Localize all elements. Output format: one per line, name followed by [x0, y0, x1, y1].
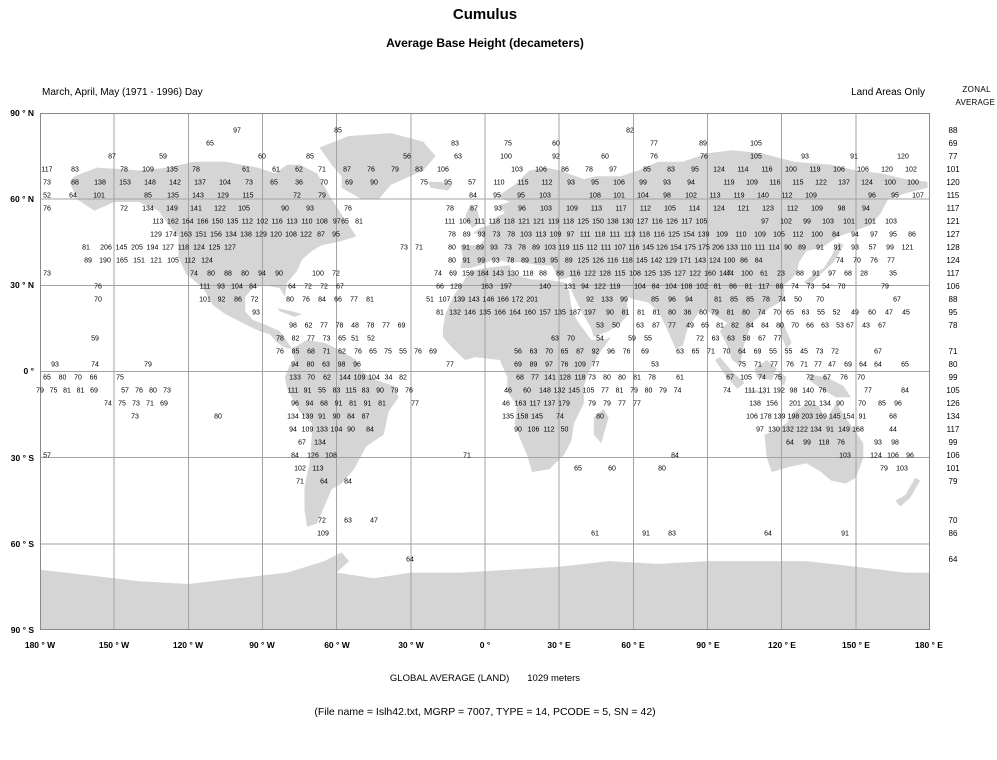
- continent-shape: [69, 161, 357, 349]
- continent-shape: [895, 477, 921, 507]
- lon-axis-label: 120 ° E: [768, 640, 796, 650]
- zonal-average-value: 127: [946, 230, 960, 239]
- period-label: March, April, May (1971 - 1996) Day: [42, 87, 203, 98]
- zonal-average-value: 121: [946, 217, 960, 226]
- lat-axis-label: 30 ° N: [10, 280, 34, 290]
- page-subtitle: Average Base Height (decameters): [386, 36, 584, 50]
- zonal-average-value: 88: [948, 126, 958, 135]
- continent-shape: [319, 133, 436, 200]
- global-average-value: 1029 meters: [527, 673, 581, 684]
- lon-axis-label: 30 ° W: [398, 640, 424, 650]
- zonal-average-value: 101: [946, 464, 960, 473]
- continent-shape: [460, 150, 928, 366]
- zonal-average-value: 120: [946, 178, 960, 187]
- zonal-average-value: 70: [948, 516, 958, 525]
- continent-shape: [465, 204, 481, 228]
- zonal-average-value: 115: [946, 191, 960, 200]
- zonal-average-value: 71: [948, 347, 958, 356]
- zonal-average-value: 69: [948, 139, 958, 148]
- world-map-svg: [40, 113, 930, 630]
- global-average-line: GLOBAL AVERAGE (LAND) 1029 meters: [0, 673, 970, 684]
- continent-shape: [803, 242, 844, 286]
- file-info-line: (File name = Islh42.txt, MGRP = 7007, TY…: [314, 706, 656, 718]
- zonal-average-value: 134: [946, 412, 960, 421]
- lon-axis-label: 180 ° E: [915, 640, 943, 650]
- lat-axis-label: 90 ° N: [10, 108, 34, 118]
- continent-shape: [754, 360, 777, 381]
- lat-axis-label: 30 ° S: [10, 453, 34, 463]
- continent-shape: [428, 181, 453, 191]
- lon-axis-label: 60 ° W: [324, 640, 350, 650]
- lon-axis-label: 90 ° W: [249, 640, 275, 650]
- continent-shape: [747, 388, 767, 395]
- continent-shape: [714, 357, 745, 389]
- zonal-average-header-line2: AVERAGE: [955, 98, 995, 107]
- continent-shape: [277, 308, 303, 317]
- lon-axis-label: 150 ° E: [842, 640, 870, 650]
- lon-axis-label: 120 ° W: [172, 640, 204, 650]
- zonal-average-value: 79: [948, 477, 958, 486]
- plot-border: [40, 113, 930, 630]
- continent-shape: [808, 374, 851, 398]
- zonal-average-value: 117: [946, 269, 960, 278]
- lat-axis-label: 90 ° S: [10, 625, 34, 635]
- lat-axis-label: 60 ° S: [10, 539, 34, 549]
- lat-axis-label: 0 °: [23, 366, 35, 376]
- zonal-average-value: 117: [946, 204, 960, 213]
- continent-shape: [764, 403, 864, 484]
- continent-shape: [284, 339, 399, 527]
- zonal-average-value: 77: [948, 152, 958, 161]
- zonal-average-value: 128: [946, 243, 960, 252]
- zonal-average-value: 101: [946, 165, 960, 174]
- zonal-average-value: 88: [948, 295, 958, 304]
- zonal-average-value: 117: [946, 425, 960, 434]
- zonal-average-value: 105: [946, 386, 960, 395]
- lon-axis-label: 180 ° W: [24, 640, 56, 650]
- zonal-average-value: 124: [946, 256, 960, 265]
- continent-shape: [593, 408, 609, 444]
- zonal-average-value: 80: [948, 360, 958, 369]
- lon-axis-label: 90 ° E: [696, 640, 720, 650]
- zonal-average-value: 106: [946, 451, 960, 460]
- zonal-average-value: 86: [948, 529, 958, 538]
- zonal-average-value: 126: [946, 399, 960, 408]
- zonal-average-value: 106: [946, 282, 960, 291]
- zonal-average-value: 64: [948, 555, 958, 564]
- continent-shape: [779, 319, 792, 349]
- lon-axis-label: 0 °: [479, 640, 491, 650]
- lon-axis-label: 150 ° W: [98, 640, 130, 650]
- global-average-label: GLOBAL AVERAGE (LAND): [389, 673, 510, 684]
- lon-axis-label: 60 ° E: [621, 640, 645, 650]
- lat-axis-label: 60 ° N: [10, 194, 34, 204]
- page-title: Cumulus: [452, 6, 518, 23]
- zonal-average-header-line1: ZONAL: [962, 85, 991, 94]
- zonal-average-value: 95: [948, 308, 958, 317]
- zonal-average-value: 99: [948, 373, 958, 382]
- lon-axis-label: 30 ° E: [547, 640, 571, 650]
- coverage-label: Land Areas Only: [851, 87, 925, 98]
- zonal-average-value: 99: [948, 438, 958, 447]
- zonal-average-value: 78: [948, 321, 958, 330]
